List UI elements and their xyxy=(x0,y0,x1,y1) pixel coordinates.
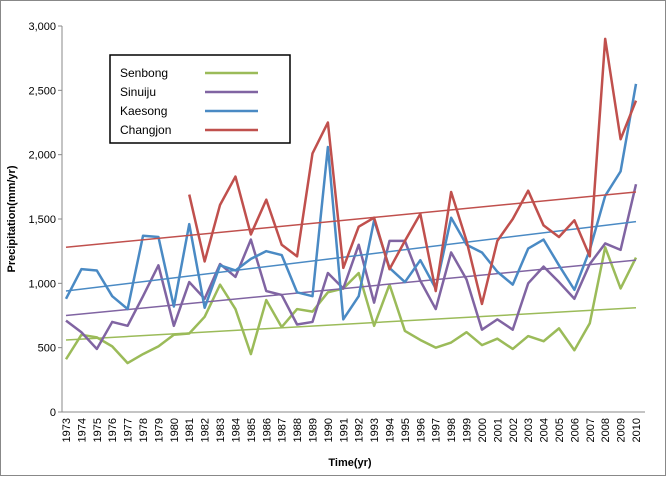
series-line xyxy=(64,246,638,365)
x-tick-label: 1990 xyxy=(323,418,335,442)
x-tick-label: 1993 xyxy=(369,418,381,442)
x-tick-label: 1982 xyxy=(200,418,212,442)
x-tick-label: 1989 xyxy=(307,418,319,442)
y-tick-label: 3,000 xyxy=(28,21,56,33)
x-tick-label: 1996 xyxy=(415,418,427,442)
x-tick-label: 1978 xyxy=(138,418,150,442)
x-tick-label: 1985 xyxy=(246,418,258,442)
x-tick-label: 2003 xyxy=(523,418,535,442)
x-tick-label: 1975 xyxy=(92,418,104,442)
x-tick-label: 1983 xyxy=(215,418,227,442)
x-tick-label: 2009 xyxy=(616,418,628,442)
x-tick-label: 1991 xyxy=(338,418,350,442)
legend-label: Kaesong xyxy=(120,104,167,118)
x-tick-label: 1973 xyxy=(61,418,73,442)
x-tick-label: 2010 xyxy=(631,418,643,442)
legend-label: Sinuiju xyxy=(120,85,156,99)
y-tick-label: 2,500 xyxy=(28,85,56,97)
x-tick-label: 1984 xyxy=(230,418,242,442)
x-tick-label: 2005 xyxy=(554,418,566,442)
legend-label: Senbong xyxy=(120,66,168,80)
series-line xyxy=(64,83,638,321)
x-tick-label: 2001 xyxy=(492,418,504,442)
x-tick-label: 1997 xyxy=(431,418,443,442)
y-axis-title: Precipitation(mm/yr) xyxy=(6,165,18,272)
x-tick-label: 1974 xyxy=(76,418,88,442)
y-tick-label: 1,500 xyxy=(28,214,56,226)
y-tick-label: 2,000 xyxy=(28,150,56,162)
x-tick-label: 2002 xyxy=(508,418,520,442)
trend-line xyxy=(65,220,637,292)
x-tick-label: 1998 xyxy=(446,418,458,442)
x-tick-label: 1981 xyxy=(184,418,196,442)
x-tick-label: 1992 xyxy=(354,418,366,442)
trend-line xyxy=(65,191,637,249)
x-tick-label: 1995 xyxy=(400,418,412,442)
x-tick-label: 1979 xyxy=(153,418,165,442)
x-tick-label: 1988 xyxy=(292,418,304,442)
x-axis-title: Time(yr) xyxy=(328,457,372,469)
y-tick-label: 500 xyxy=(38,343,56,355)
x-tick-label: 1986 xyxy=(261,418,273,442)
legend-box xyxy=(109,54,291,144)
x-tick-label: 1994 xyxy=(385,418,397,442)
x-tick-label: 2008 xyxy=(600,418,612,442)
x-tick-label: 2006 xyxy=(569,418,581,442)
x-tick-label: 1999 xyxy=(462,418,474,442)
x-tick-label: 1987 xyxy=(277,418,289,442)
series-line xyxy=(65,183,638,351)
trend-line xyxy=(65,307,637,341)
x-tick-label: 2007 xyxy=(585,418,597,442)
series-line xyxy=(188,37,638,306)
y-tick-label: 1,000 xyxy=(28,278,56,290)
y-tick-label: 0 xyxy=(50,407,56,419)
legend-label: Changjon xyxy=(120,123,171,137)
x-tick-label: 1980 xyxy=(169,418,181,442)
x-tick-label: 2000 xyxy=(477,418,489,442)
x-tick-label: 1977 xyxy=(123,418,135,442)
x-tick-label: 1976 xyxy=(107,418,119,442)
x-tick-label: 2004 xyxy=(539,418,551,442)
